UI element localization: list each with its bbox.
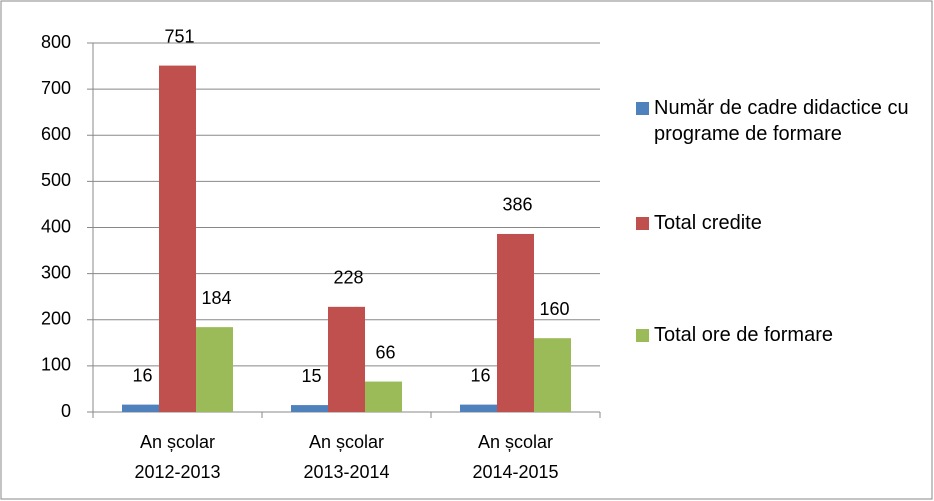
y-tick-label: 300: [41, 262, 71, 282]
value-label: 228: [333, 268, 363, 288]
y-tick-label: 200: [41, 309, 71, 329]
legend-label: Total ore de formare: [654, 324, 833, 346]
legend-item: Total credite: [636, 210, 762, 236]
x-tick-label: An școlar 2014-2015: [472, 432, 558, 482]
legend-label: Număr de cadre didactice cu programe de …: [654, 97, 909, 145]
bar: [497, 233, 534, 412]
legend-item: Total ore de formare: [636, 322, 833, 348]
y-tick-label: 0: [61, 401, 71, 421]
bar: [365, 381, 402, 412]
x-tick-label: An școlar 2013-2014: [303, 432, 389, 482]
value-label: 16: [132, 365, 152, 385]
bar: [159, 65, 196, 412]
y-tick-label: 700: [41, 78, 71, 98]
value-label: 751: [164, 26, 194, 46]
y-tick-label: 800: [41, 32, 71, 52]
bar: [534, 338, 571, 412]
bar: [328, 306, 365, 412]
y-tick-label: 600: [41, 124, 71, 144]
value-label: 160: [539, 299, 569, 319]
value-label: 66: [375, 342, 395, 362]
bar: [196, 327, 233, 412]
y-tick-label: 500: [41, 170, 71, 190]
value-label: 184: [201, 288, 231, 308]
value-label: 386: [502, 195, 532, 215]
y-tick-label: 100: [41, 355, 71, 375]
legend-item: Număr de cadre didactice cu programe de …: [636, 95, 924, 147]
bar: [460, 404, 497, 412]
legend-label: Total credite: [654, 212, 762, 234]
x-tick-label: An școlar 2012-2013: [134, 432, 220, 482]
value-label: 16: [470, 365, 490, 385]
bar: [122, 404, 159, 412]
value-label: 15: [301, 366, 321, 386]
y-tick-label: 400: [41, 216, 71, 236]
legend-swatch: [636, 102, 649, 115]
bar: [291, 405, 328, 412]
legend-swatch: [636, 329, 649, 342]
legend-swatch: [636, 217, 649, 230]
